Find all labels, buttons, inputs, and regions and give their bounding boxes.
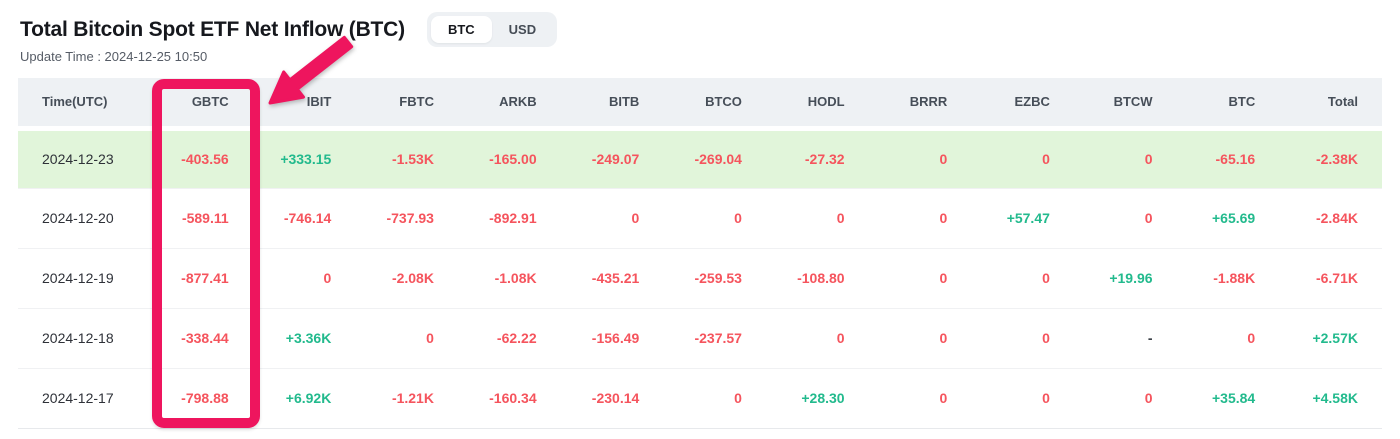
value-cell: 0 <box>355 308 458 369</box>
etf-inflow-table: Time(UTC) GBTC IBIT FBTC ARKB BITB BTCO … <box>18 78 1382 429</box>
value-cell: -65.16 <box>1176 128 1280 189</box>
page-title: Total Bitcoin Spot ETF Net Inflow (BTC) <box>20 17 405 41</box>
update-time: Update Time : 2024-12-25 10:50 <box>20 49 208 64</box>
column-header-btc: BTC <box>1176 78 1280 131</box>
table-row: 2024-12-18 -338.44 +3.36K 0 -62.22 -156.49 -23… <box>18 308 1382 369</box>
value-cell: -165.00 <box>457 128 561 189</box>
value-cell: -798.88 <box>150 368 253 429</box>
value-cell: 0 <box>1073 368 1177 429</box>
table-row: 2024-12-19 -877.41 0 -2.08K -1.08K -435.21 -25… <box>18 248 1382 309</box>
value-cell: -27.32 <box>765 128 869 189</box>
toggle-option-btc[interactable]: BTC <box>430 16 492 43</box>
value-cell: -403.56 <box>150 128 253 189</box>
value-cell: -877.41 <box>150 248 253 309</box>
value-cell: 0 <box>868 248 972 309</box>
value-cell: 0 <box>971 128 1074 189</box>
value-cell: +3.36K <box>252 308 356 369</box>
value-cell: +65.69 <box>1176 188 1280 249</box>
value-cell: 0 <box>868 308 972 369</box>
value-cell: +28.30 <box>765 368 869 429</box>
value-cell: -2.84K <box>1279 188 1382 249</box>
value-cell: 0 <box>868 368 972 429</box>
column-header-btcw: BTCW <box>1073 78 1177 131</box>
value-cell: -1.88K <box>1176 248 1280 309</box>
value-cell: 0 <box>765 188 869 249</box>
date-cell: 2024-12-20 <box>18 188 150 249</box>
table-row: 2024-12-17 -798.88 +6.92K -1.21K -160.34 -230… <box>18 368 1382 429</box>
value-cell: -249.07 <box>560 128 664 189</box>
value-cell: 0 <box>868 128 972 189</box>
value-cell: -230.14 <box>560 368 664 429</box>
page-header: Total Bitcoin Spot ETF Net Inflow (BTC) … <box>20 12 558 47</box>
value-cell: 0 <box>971 308 1074 369</box>
value-cell: +333.15 <box>252 128 356 189</box>
value-cell: -338.44 <box>150 308 253 369</box>
value-cell: -1.08K <box>457 248 561 309</box>
value-cell: -108.80 <box>765 248 869 309</box>
value-cell: -62.22 <box>457 308 561 369</box>
currency-toggle: BTC USD <box>426 12 558 47</box>
value-cell: 0 <box>560 188 664 249</box>
value-cell: 0 <box>252 248 356 309</box>
value-cell: - <box>1073 308 1177 369</box>
value-cell: 0 <box>971 368 1074 429</box>
value-cell: 0 <box>971 248 1074 309</box>
value-cell: -1.21K <box>355 368 458 429</box>
value-cell: 0 <box>1176 308 1280 369</box>
value-cell: -269.04 <box>663 128 766 189</box>
value-cell: +57.47 <box>971 188 1074 249</box>
column-header-btco: BTCO <box>663 78 766 131</box>
column-header-ezbc: EZBC <box>971 78 1074 131</box>
value-cell: -589.11 <box>150 188 253 249</box>
value-cell: 0 <box>1073 128 1177 189</box>
value-cell: +2.57K <box>1279 308 1382 369</box>
column-header-hodl: HODL <box>765 78 869 131</box>
date-cell: 2024-12-17 <box>18 368 150 429</box>
value-cell: -2.38K <box>1279 128 1382 189</box>
column-header-ibit: IBIT <box>252 78 356 131</box>
value-cell: -237.57 <box>663 308 766 369</box>
table-body: 2024-12-23 -403.56 +333.15 -1.53K -165.00 -24… <box>18 128 1382 429</box>
value-cell: 0 <box>663 368 766 429</box>
value-cell: +35.84 <box>1176 368 1280 429</box>
column-header-arkb: ARKB <box>457 78 561 131</box>
date-cell: 2024-12-19 <box>18 248 150 309</box>
value-cell: +4.58K <box>1279 368 1382 429</box>
value-cell: -160.34 <box>457 368 561 429</box>
value-cell: -2.08K <box>355 248 458 309</box>
table-row: 2024-12-23 -403.56 +333.15 -1.53K -165.00 -24… <box>18 128 1382 189</box>
column-header-bitb: BITB <box>560 78 664 131</box>
column-header-time: Time(UTC) <box>18 78 150 131</box>
value-cell: 0 <box>765 308 869 369</box>
column-header-gbtc: GBTC <box>150 78 253 131</box>
value-cell: -746.14 <box>252 188 356 249</box>
value-cell: -259.53 <box>663 248 766 309</box>
toggle-option-usd[interactable]: USD <box>508 22 537 37</box>
column-header-fbtc: FBTC <box>355 78 458 131</box>
date-cell: 2024-12-23 <box>18 128 150 189</box>
etf-inflow-table-container: Time(UTC) GBTC IBIT FBTC ARKB BITB BTCO … <box>18 78 1382 429</box>
date-cell: 2024-12-18 <box>18 308 150 369</box>
value-cell: 0 <box>663 188 766 249</box>
value-cell: -6.71K <box>1279 248 1382 309</box>
table-row: 2024-12-20 -589.11 -746.14 -737.93 -892.91 0 0… <box>18 188 1382 249</box>
value-cell: -737.93 <box>355 188 458 249</box>
value-cell: -156.49 <box>560 308 664 369</box>
column-header-brrr: BRRR <box>868 78 972 131</box>
value-cell: -435.21 <box>560 248 664 309</box>
value-cell: +6.92K <box>252 368 356 429</box>
table-header-row: Time(UTC) GBTC IBIT FBTC ARKB BITB BTCO … <box>18 78 1382 131</box>
value-cell: -1.53K <box>355 128 458 189</box>
value-cell: 0 <box>1073 188 1177 249</box>
value-cell: 0 <box>868 188 972 249</box>
value-cell: -892.91 <box>457 188 561 249</box>
value-cell: +19.96 <box>1073 248 1177 309</box>
column-header-total: Total <box>1279 78 1382 131</box>
